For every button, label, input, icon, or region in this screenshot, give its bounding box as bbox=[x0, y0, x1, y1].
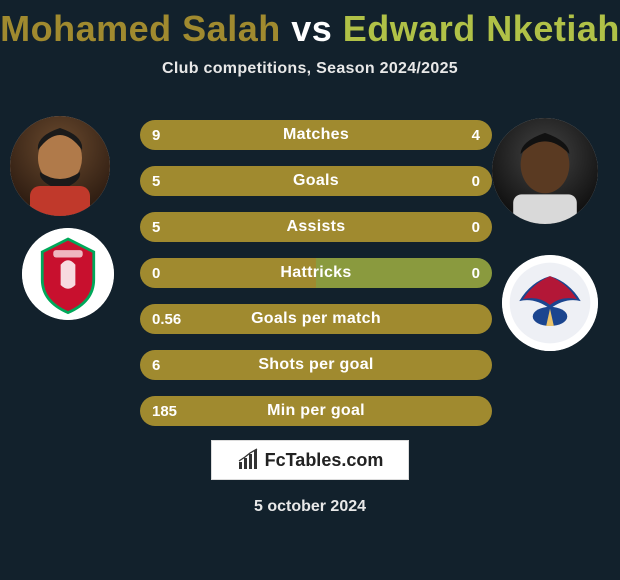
stat-value-left: 5 bbox=[152, 166, 160, 196]
bar-segment-right bbox=[316, 258, 492, 288]
stat-row: 50Assists bbox=[140, 212, 492, 242]
bar-segment-left bbox=[140, 166, 492, 196]
footer-brand-text: FcTables.com bbox=[265, 450, 384, 471]
player1-club-crest bbox=[22, 228, 114, 320]
title-vs: vs bbox=[281, 8, 343, 49]
chart-icon bbox=[237, 448, 261, 472]
stat-value-left: 0 bbox=[152, 258, 160, 288]
player1-avatar bbox=[10, 116, 110, 216]
stat-row: 6Shots per goal bbox=[140, 350, 492, 380]
comparison-bars: 94Matches50Goals50Assists00Hattricks0.56… bbox=[140, 120, 492, 442]
bar-segment-left bbox=[140, 120, 492, 150]
stat-value-left: 9 bbox=[152, 120, 160, 150]
stat-row: 0.56Goals per match bbox=[140, 304, 492, 334]
stat-value-left: 5 bbox=[152, 212, 160, 242]
comparison-title: Mohamed Salah vs Edward Nketiah bbox=[0, 0, 620, 50]
bar-segment-left bbox=[140, 212, 492, 242]
stat-value-right: 0 bbox=[472, 258, 480, 288]
stat-value-right: 0 bbox=[472, 212, 480, 242]
stat-value-right: 0 bbox=[472, 166, 480, 196]
stat-row: 185Min per goal bbox=[140, 396, 492, 426]
stat-value-left: 0.56 bbox=[152, 304, 181, 334]
stat-value-left: 185 bbox=[152, 396, 177, 426]
stat-value-left: 6 bbox=[152, 350, 160, 380]
stat-row: 00Hattricks bbox=[140, 258, 492, 288]
bar-segment-left bbox=[140, 258, 316, 288]
title-player2: Edward Nketiah bbox=[343, 8, 620, 49]
player2-avatar bbox=[492, 118, 598, 224]
bar-segment-left bbox=[140, 304, 492, 334]
fctables-logo: FcTables.com bbox=[211, 440, 409, 480]
title-player1: Mohamed Salah bbox=[0, 8, 281, 49]
date: 5 october 2024 bbox=[0, 498, 620, 516]
bar-segment-left bbox=[140, 396, 492, 426]
subtitle: Club competitions, Season 2024/2025 bbox=[0, 60, 620, 78]
stat-value-right: 4 bbox=[472, 120, 480, 150]
player2-club-crest bbox=[502, 255, 598, 351]
stat-row: 94Matches bbox=[140, 120, 492, 150]
stat-row: 50Goals bbox=[140, 166, 492, 196]
bar-segment-left bbox=[140, 350, 492, 380]
